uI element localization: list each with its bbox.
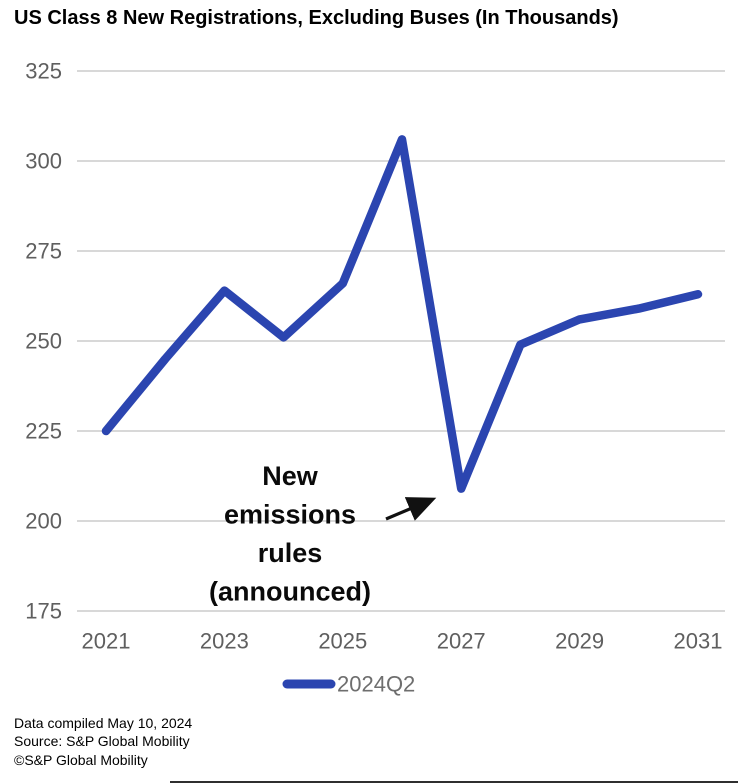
legend-label: 2024Q2	[337, 672, 415, 697]
y-tick-label: 300	[25, 149, 62, 174]
x-tick-label: 2031	[674, 629, 723, 654]
annotation-line: (announced)	[209, 577, 371, 607]
annotation-arrow	[385, 497, 437, 521]
y-tick-label: 275	[25, 239, 62, 264]
series-line-2024Q2	[101, 135, 703, 493]
y-axis-labels: 325 300 275 250 225 200 175	[25, 59, 62, 624]
y-tick-label: 175	[25, 599, 62, 624]
y-tick-label: 250	[25, 329, 62, 354]
x-tick-label: 2023	[200, 629, 249, 654]
footer-compiled-date: Data compiled May 10, 2024	[14, 715, 193, 731]
x-tick-label: 2021	[82, 629, 131, 654]
footer-copyright: ©S&P Global Mobility	[14, 751, 148, 768]
chart-title: US Class 8 New Registrations, Excluding …	[14, 7, 619, 29]
annotation-line: New	[262, 461, 319, 491]
annotation: New emissions rules (announced)	[209, 461, 437, 607]
y-tick-label: 325	[25, 59, 62, 84]
x-axis-labels: 2021 2023 2025 2027 2029 2031	[82, 629, 723, 654]
y-tick-label: 225	[25, 419, 62, 444]
x-tick-label: 2029	[555, 629, 604, 654]
footer: Data compiled May 10, 2024 Source: S&P G…	[14, 714, 192, 769]
y-tick-label: 200	[25, 509, 62, 534]
annotation-line: emissions	[224, 500, 356, 530]
data-series	[101, 135, 703, 493]
legend: 2024Q2	[282, 672, 415, 697]
bottom-divider	[170, 781, 738, 783]
x-tick-label: 2027	[437, 629, 486, 654]
footer-source: Source: S&P Global Mobility	[14, 733, 190, 750]
x-tick-label: 2025	[318, 629, 367, 654]
annotation-line: rules	[258, 538, 323, 568]
gridlines	[77, 70, 725, 612]
